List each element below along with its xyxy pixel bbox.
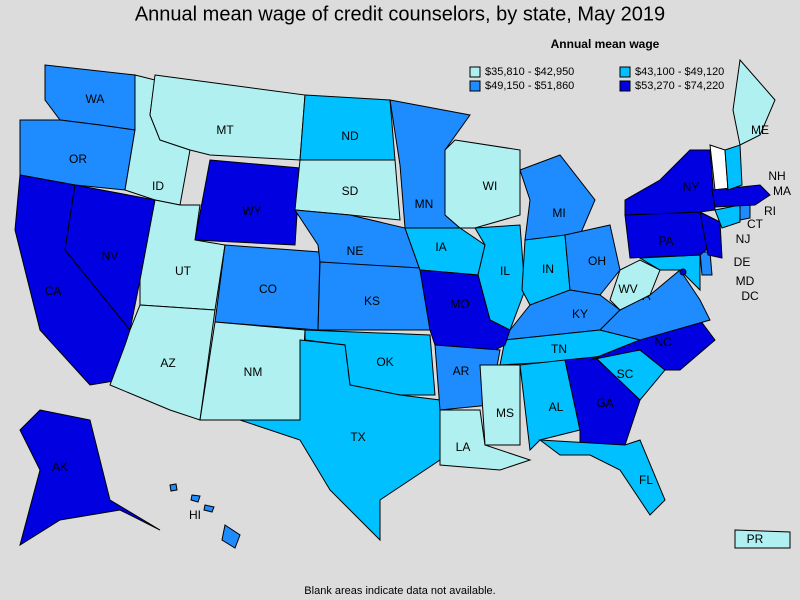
state-label: NJ xyxy=(736,232,751,246)
state xyxy=(444,139,521,229)
state xyxy=(732,58,776,146)
state-dot xyxy=(679,268,687,276)
state xyxy=(64,184,156,332)
legend-label: $53,270 - $74,220 xyxy=(635,80,724,92)
state-label: WV xyxy=(618,282,637,296)
state-label: MD xyxy=(736,274,755,288)
state-label: TX xyxy=(350,430,365,444)
state-label: AK xyxy=(52,460,68,474)
legend-label: $43,100 - $49,120 xyxy=(635,66,724,78)
state xyxy=(734,529,791,549)
state-label: FL xyxy=(639,473,653,487)
state-label: IL xyxy=(500,264,510,278)
state xyxy=(19,409,161,547)
state-label: NH xyxy=(768,169,785,183)
legend-label: $35,810 - $42,950 xyxy=(485,66,574,78)
state-label: OH xyxy=(588,254,606,268)
state-label: SD xyxy=(342,184,359,198)
state-label: RI xyxy=(764,204,776,218)
state-label: LA xyxy=(456,440,471,454)
state-label: MO xyxy=(450,297,469,311)
state xyxy=(564,224,621,296)
state-label: OR xyxy=(69,152,87,166)
legend-label: $49,150 - $51,860 xyxy=(485,80,574,92)
state-label: MT xyxy=(216,123,234,137)
state-label: NC xyxy=(654,335,672,349)
state-label: WI xyxy=(483,179,498,193)
state-label: MI xyxy=(552,206,565,220)
state xyxy=(419,269,511,351)
state-label: NV xyxy=(102,249,119,263)
state xyxy=(609,259,661,311)
state-label: MS xyxy=(496,406,514,420)
state-label: AZ xyxy=(160,356,175,370)
state xyxy=(739,204,751,221)
legend-swatch xyxy=(619,80,631,92)
state xyxy=(724,144,743,191)
island xyxy=(190,494,201,503)
state-label: NM xyxy=(244,365,263,379)
state xyxy=(439,409,532,471)
state-label: TN xyxy=(551,342,567,356)
state xyxy=(109,304,216,421)
state xyxy=(711,184,771,208)
legend-swatch xyxy=(469,80,481,92)
state xyxy=(221,524,241,549)
state-label: CO xyxy=(259,282,277,296)
state xyxy=(194,159,301,246)
state-label: WY xyxy=(242,204,261,218)
state-label: SC xyxy=(617,367,634,381)
state-label: KS xyxy=(364,294,380,308)
state-label: ME xyxy=(751,123,769,137)
state xyxy=(294,159,401,221)
map-title: Annual mean wage of credit counselors, b… xyxy=(135,3,665,25)
legend-swatch xyxy=(619,66,631,78)
state-label: AL xyxy=(549,400,564,414)
state-label: ND xyxy=(341,129,359,143)
state-label: WA xyxy=(86,92,105,106)
state xyxy=(699,251,713,276)
state-label: IN xyxy=(542,262,554,276)
state xyxy=(519,154,596,241)
state-label: CT xyxy=(747,217,764,231)
state-label: DC xyxy=(741,289,759,303)
state xyxy=(519,359,581,452)
state xyxy=(239,339,441,542)
state-label: AR xyxy=(453,364,470,378)
state-label: IA xyxy=(435,240,446,254)
state-label: MA xyxy=(773,184,791,198)
state xyxy=(538,439,666,516)
state xyxy=(699,211,723,259)
state-label: NY xyxy=(683,180,700,194)
island xyxy=(169,483,178,492)
state xyxy=(299,94,396,161)
state-label: UT xyxy=(175,264,192,278)
state-label: MN xyxy=(415,197,434,211)
state-label: GA xyxy=(596,396,613,410)
state-label: PR xyxy=(747,532,764,546)
state xyxy=(624,149,716,216)
state xyxy=(479,364,521,446)
legend-title: Annual mean wage xyxy=(551,37,660,51)
legend-swatch xyxy=(469,66,481,78)
state-label: CA xyxy=(45,284,62,298)
state-label: DE xyxy=(734,255,751,269)
state-label: KY xyxy=(572,307,588,321)
island xyxy=(203,504,215,513)
state-label: OK xyxy=(376,355,393,369)
state-label: NE xyxy=(347,244,364,258)
footnote: Blank areas indicate data not available. xyxy=(304,585,495,597)
state-label: HI xyxy=(189,508,201,522)
state-label: ID xyxy=(152,179,164,193)
state-label: PA xyxy=(658,234,673,248)
